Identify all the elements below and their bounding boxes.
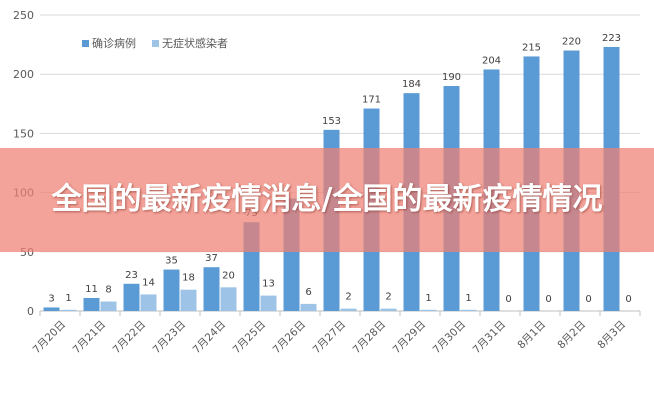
x-tick-label: 7月24日 (191, 319, 229, 357)
legend: 确诊病例 无症状感染者 (82, 36, 228, 50)
data-label-confirmed: 23 (125, 270, 138, 281)
data-label-confirmed: 223 (602, 33, 621, 44)
x-tick-label: 7月23日 (151, 319, 189, 357)
data-label-asymptomatic: 0 (625, 294, 631, 305)
legend-label-asymptomatic: 无症状感染者 (162, 36, 228, 50)
title-banner: 全国的最新疫情消息/全国的最新疫情情况 (0, 148, 654, 252)
bar-asymptomatic (460, 309, 477, 311)
x-tick-label: 7月29日 (391, 319, 429, 357)
bar-confirmed (123, 283, 140, 311)
x-tick-label: 7月30日 (431, 319, 469, 357)
data-label-confirmed: 190 (442, 72, 461, 83)
x-tick-label: 8月3日 (595, 319, 628, 352)
x-tick-label: 7月27日 (311, 319, 349, 357)
data-label-asymptomatic: 13 (262, 279, 275, 290)
x-tick-label: 7月21日 (71, 319, 109, 357)
y-tick-label: 250 (13, 9, 34, 22)
bar-asymptomatic (380, 308, 397, 311)
data-label-confirmed: 37 (205, 253, 218, 264)
legend-swatch-confirmed (82, 40, 89, 47)
data-label-confirmed: 3 (48, 293, 54, 304)
bar-confirmed (43, 307, 60, 311)
data-label-confirmed: 153 (322, 116, 341, 127)
data-label-asymptomatic: 18 (182, 273, 195, 284)
x-tick-label: 7月22日 (111, 319, 149, 357)
bar-asymptomatic (260, 295, 277, 311)
bar-confirmed (203, 267, 220, 311)
data-label-confirmed: 184 (402, 79, 421, 90)
data-label-confirmed: 171 (362, 95, 381, 106)
bar-asymptomatic (60, 309, 77, 311)
data-label-asymptomatic: 1 (425, 293, 431, 304)
data-label-confirmed: 215 (522, 42, 541, 53)
data-label-asymptomatic: 8 (105, 285, 111, 296)
y-tick-label: 150 (13, 127, 34, 140)
bar-asymptomatic (140, 294, 157, 311)
data-label-asymptomatic: 14 (142, 277, 155, 288)
bar-confirmed (163, 269, 180, 311)
data-label-confirmed: 11 (85, 284, 98, 295)
data-label-confirmed: 35 (165, 256, 178, 267)
x-tick-label: 7月25日 (231, 319, 269, 357)
data-label-asymptomatic: 20 (222, 270, 235, 281)
bar-confirmed (83, 297, 100, 311)
x-tick-label: 7月28日 (351, 319, 389, 357)
data-label-confirmed: 204 (482, 55, 501, 66)
data-label-asymptomatic: 0 (505, 294, 511, 305)
bar-asymptomatic (300, 303, 317, 311)
legend-label-confirmed: 确诊病例 (92, 36, 136, 50)
data-label-asymptomatic: 1 (65, 293, 71, 304)
bar-asymptomatic (100, 301, 117, 311)
x-tick-label: 8月1日 (515, 319, 548, 352)
x-tick-label: 7月26日 (271, 319, 309, 357)
bar-asymptomatic (420, 309, 437, 311)
banner-title: 全国的最新疫情消息/全国的最新疫情情况 (51, 182, 603, 217)
bar-asymptomatic (340, 308, 357, 311)
data-label-asymptomatic: 1 (465, 293, 471, 304)
data-label-asymptomatic: 2 (345, 292, 351, 303)
data-label-asymptomatic: 0 (585, 294, 591, 305)
data-label-confirmed: 220 (562, 37, 581, 48)
bar-asymptomatic (220, 287, 237, 311)
y-tick-label: 200 (13, 68, 34, 81)
x-tick-label: 7月20日 (31, 319, 69, 357)
y-tick-label: 0 (27, 305, 34, 318)
data-label-asymptomatic: 6 (305, 287, 311, 298)
legend-swatch-asymptomatic (152, 40, 159, 47)
data-label-asymptomatic: 2 (385, 292, 391, 303)
x-tick-label: 7月31日 (471, 319, 509, 357)
x-tick-label: 8月2日 (555, 319, 588, 352)
data-label-asymptomatic: 0 (545, 294, 551, 305)
bar-asymptomatic (180, 289, 197, 311)
